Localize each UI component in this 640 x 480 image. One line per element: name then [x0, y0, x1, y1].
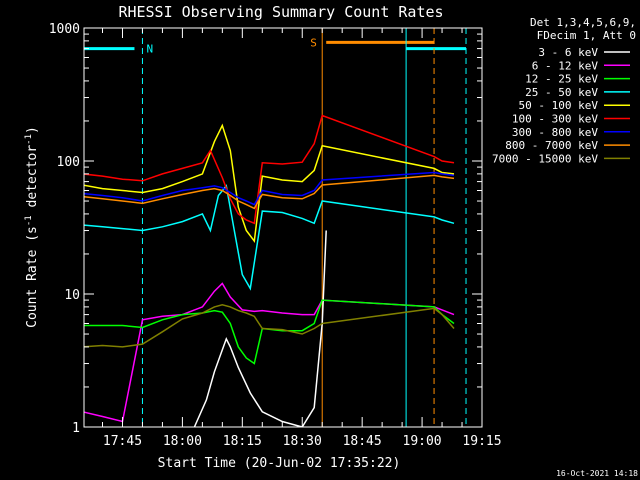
series-line-1 — [193, 230, 327, 427]
legend-label: 12 - 25 keV — [525, 73, 598, 86]
y-tick-label: 10 — [64, 288, 80, 303]
annotation-label: N — [146, 43, 153, 56]
series-layer — [84, 114, 455, 427]
series-line-6 — [84, 114, 455, 225]
legend-label: 800 - 7000 keV — [505, 139, 598, 152]
timestamp: 16-Oct-2021 14:18 — [556, 469, 638, 478]
x-tick-label: 18:15 — [223, 434, 262, 449]
plot-frame — [83, 27, 483, 428]
y-tick-label: 1 — [72, 421, 80, 436]
series-line-9 — [84, 304, 455, 348]
x-tick-label: 18:30 — [283, 434, 322, 449]
legend-label: 6 - 12 keV — [532, 59, 599, 72]
annotation-label: S — [310, 36, 317, 49]
y-tick-label: 1000 — [49, 22, 80, 37]
x-tick-label: 19:00 — [403, 434, 442, 449]
series-line-4 — [84, 184, 455, 291]
y-axis: 1 10 100 1000 — [49, 22, 482, 436]
x-tick-label: 18:00 — [163, 434, 202, 449]
x-tick-label: 18:45 — [343, 434, 382, 449]
x-tick-label: 17:45 — [103, 434, 142, 449]
series-line-3 — [84, 299, 455, 365]
y-tick-label: 100 — [57, 155, 80, 170]
legend-label: 7000 - 15000 keV — [492, 152, 598, 165]
legend-label: 100 - 300 keV — [512, 113, 598, 126]
legend-label: 25 - 50 keV — [525, 86, 598, 99]
legend-label: 3 - 6 keV — [538, 46, 598, 59]
x-tick-label: 19:15 — [462, 434, 501, 449]
legend-label: 50 - 100 keV — [519, 99, 599, 112]
legend-label: 300 - 800 keV — [512, 126, 598, 139]
legend-header-line-1: Det 1,3,4,5,6,9, — [530, 16, 636, 29]
legend-header-line-2: FDecim 1, Att 0 — [537, 29, 636, 42]
series-line-5 — [84, 123, 455, 244]
chart-title: RHESSI Observing Summary Count Rates — [118, 3, 443, 21]
series-line-7 — [84, 171, 455, 206]
series-line-8 — [84, 174, 455, 210]
x-axis-label: Start Time (20-Jun-02 17:35:22) — [158, 456, 401, 471]
x-axis: 17:45 18:00 18:15 18:30 18:45 19:00 19:15 — [102, 28, 502, 449]
y-axis-label: Count Rate (s-1 detector-1) — [24, 126, 40, 328]
legend: Det 1,3,4,5,6,9, FDecim 1, Att 0 3 - 6 k… — [492, 16, 636, 165]
